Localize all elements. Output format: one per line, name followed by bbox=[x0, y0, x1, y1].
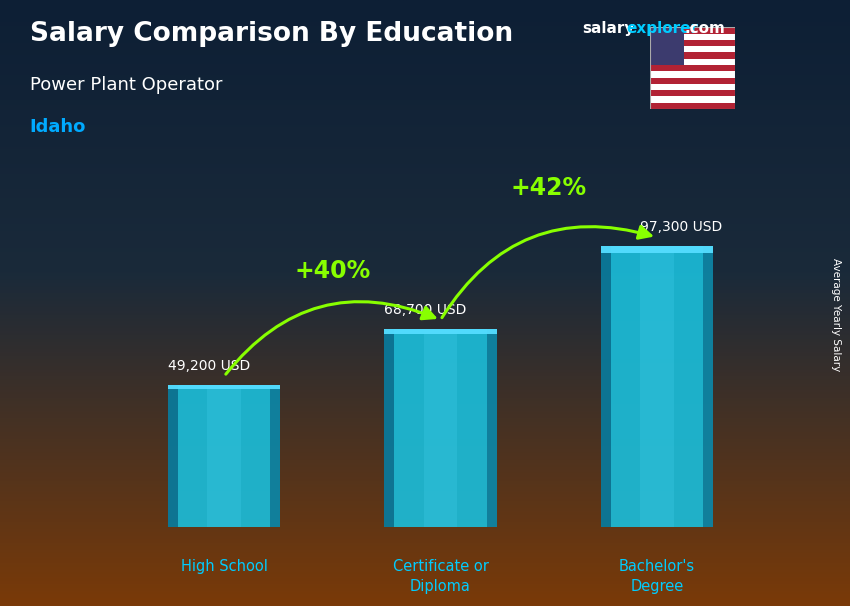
Bar bbox=[384, 328, 496, 527]
Text: +40%: +40% bbox=[294, 259, 371, 283]
Text: salary: salary bbox=[582, 21, 635, 36]
Text: Power Plant Operator: Power Plant Operator bbox=[30, 76, 222, 94]
Bar bbox=[650, 33, 735, 40]
Text: 97,300 USD: 97,300 USD bbox=[639, 221, 722, 235]
Bar bbox=[650, 72, 735, 78]
Bar bbox=[650, 78, 735, 84]
Bar bbox=[270, 385, 280, 527]
Text: Certificate or
Diploma: Certificate or Diploma bbox=[393, 559, 489, 594]
Bar bbox=[601, 246, 713, 527]
Bar bbox=[703, 246, 713, 527]
Bar bbox=[601, 246, 713, 253]
Bar bbox=[650, 40, 735, 46]
Bar bbox=[650, 84, 735, 90]
Bar bbox=[207, 385, 241, 527]
Text: 68,700 USD: 68,700 USD bbox=[384, 303, 467, 317]
Text: 49,200 USD: 49,200 USD bbox=[167, 359, 250, 373]
Bar bbox=[650, 90, 735, 96]
Text: +42%: +42% bbox=[511, 176, 586, 200]
Bar bbox=[486, 328, 496, 527]
Bar bbox=[167, 385, 280, 527]
Bar bbox=[650, 27, 684, 65]
Bar bbox=[601, 246, 610, 527]
Bar bbox=[640, 246, 674, 527]
Bar bbox=[650, 53, 735, 59]
Bar bbox=[650, 46, 735, 53]
Bar bbox=[650, 103, 735, 109]
Bar bbox=[384, 328, 496, 334]
Bar bbox=[167, 385, 178, 527]
Bar bbox=[650, 96, 735, 103]
Bar bbox=[423, 328, 457, 527]
Text: Bachelor's
Degree: Bachelor's Degree bbox=[619, 559, 695, 594]
Text: explorer: explorer bbox=[626, 21, 699, 36]
Text: Salary Comparison By Education: Salary Comparison By Education bbox=[30, 21, 513, 47]
Bar bbox=[650, 59, 735, 65]
Bar bbox=[384, 328, 394, 527]
Text: High School: High School bbox=[181, 559, 268, 574]
Bar bbox=[650, 27, 735, 33]
Bar bbox=[650, 65, 735, 72]
Bar bbox=[167, 385, 280, 388]
Text: .com: .com bbox=[684, 21, 725, 36]
Text: Idaho: Idaho bbox=[30, 118, 86, 136]
Text: Average Yearly Salary: Average Yearly Salary bbox=[830, 259, 841, 371]
